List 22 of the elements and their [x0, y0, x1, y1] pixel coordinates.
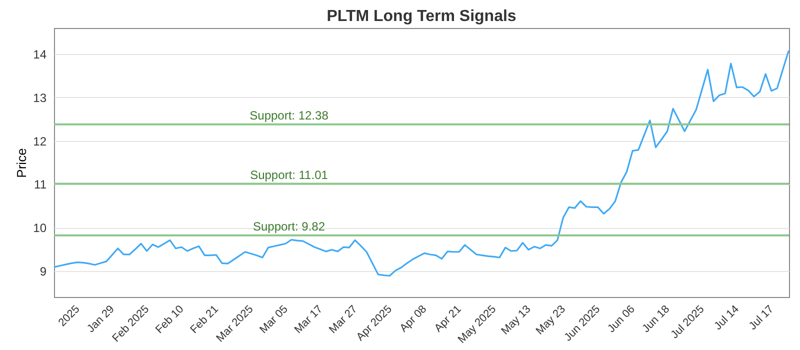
ref-line-label: Support: 9.82: [252, 219, 326, 234]
y-axis-title: Price: [14, 148, 30, 178]
y-tick-label: 13: [33, 90, 47, 105]
x-tick-label: Feb 10: [154, 303, 186, 336]
x-tick-label: Mar 17: [292, 303, 326, 336]
ref-line-label: Support: 11.01: [250, 168, 328, 182]
x-tick-label: Apr 08: [398, 303, 430, 335]
x-tick-label: Jul 17: [746, 303, 776, 333]
x-tick-label: Jul 14: [712, 303, 742, 333]
ref-line-label: Support: 12.38: [250, 108, 329, 122]
y-tick-label: 14: [33, 48, 47, 62]
x-tick-label: May 13: [499, 303, 534, 338]
y-tick-label: 9: [40, 264, 47, 278]
line-series: [53, 50, 790, 277]
x-tick-label: Feb 21: [188, 303, 221, 336]
x-tick-label: Jun 18: [640, 303, 672, 336]
y-tick-label: 12: [33, 134, 47, 148]
x-tick-label: Jun 06: [605, 303, 638, 336]
y-tick-label: 10: [33, 221, 47, 236]
chart-title: PLTM Long Term Signals: [326, 8, 516, 25]
y-tick-label: 11: [34, 178, 47, 192]
x-tick-label: Mar 05: [258, 303, 290, 336]
